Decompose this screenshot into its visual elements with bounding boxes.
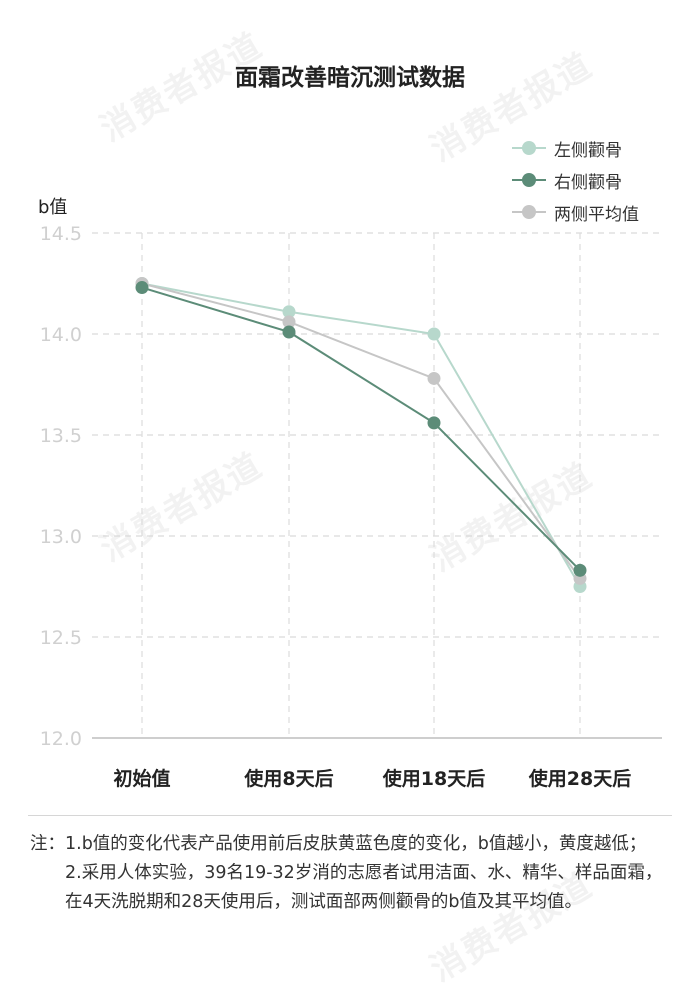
legend-swatch [512, 141, 546, 155]
note-item: 1.b值的变化代表产品使用前后皮肤黄蓝色度的变化，b值越小，黄度越低； [65, 834, 647, 854]
legend-label: 两侧平均值 [554, 204, 639, 225]
y-tick-label: 12.5 [40, 627, 82, 649]
data-point [282, 325, 296, 339]
note-row: 注： 1.b值的变化代表产品使用前后皮肤黄蓝色度的变化，b值越小，黄度越低； [30, 830, 674, 859]
y-tick-label: 12.0 [40, 728, 82, 750]
legend-label: 左侧颧骨 [554, 140, 622, 161]
y-tick-label: 13.0 [40, 526, 82, 548]
x-tick-label: 使用28天后 [528, 768, 631, 790]
data-point [573, 563, 587, 577]
data-point [427, 416, 441, 430]
y-tick-label: 13.5 [40, 425, 82, 447]
y-axis-title: b值 [38, 197, 68, 218]
legend-item-left[interactable]: 左侧颧骨 [512, 132, 639, 164]
notes: 注： 1.b值的变化代表产品使用前后皮肤黄蓝色度的变化，b值越小，黄度越低； 注… [30, 830, 674, 917]
data-point [282, 315, 296, 329]
x-tick-label: 使用18天后 [382, 768, 485, 790]
legend: 左侧颧骨 右侧颧骨 两侧平均值 [512, 132, 639, 228]
x-tick-label: 初始值 [113, 767, 170, 790]
data-point [427, 371, 441, 385]
legend-item-right[interactable]: 右侧颧骨 [512, 164, 639, 196]
legend-swatch [512, 205, 546, 219]
x-tick-label: 使用8天后 [243, 768, 333, 790]
legend-label: 右侧颧骨 [554, 172, 622, 193]
legend-swatch [512, 173, 546, 187]
divider [28, 815, 672, 816]
line-chart: 12.0 12.5 13.0 13.5 14.0 14.5 初始值 使用8天后 使用18天后 使用… [40, 223, 662, 790]
y-tick-label: 14.0 [40, 324, 82, 346]
note-prefix: 注： [30, 834, 65, 854]
y-tick-label: 14.5 [40, 223, 82, 245]
note-item: 2.采用人体实验，39名19-32岁消的志愿者试用洁面、水、精华、样品面霜，在4… [65, 863, 663, 912]
data-point [135, 281, 149, 295]
series-line [141, 282, 581, 580]
series-line [141, 286, 581, 572]
note-row: 注： 2.采用人体实验，39名19-32岁消的志愿者试用洁面、水、精华、样品面霜… [30, 859, 674, 917]
data-point [282, 305, 296, 319]
chart-title: 面霜改善暗沉测试数据 [235, 65, 465, 91]
data-point [427, 327, 441, 341]
legend-item-average[interactable]: 两侧平均值 [512, 196, 639, 228]
series-line [141, 282, 581, 588]
